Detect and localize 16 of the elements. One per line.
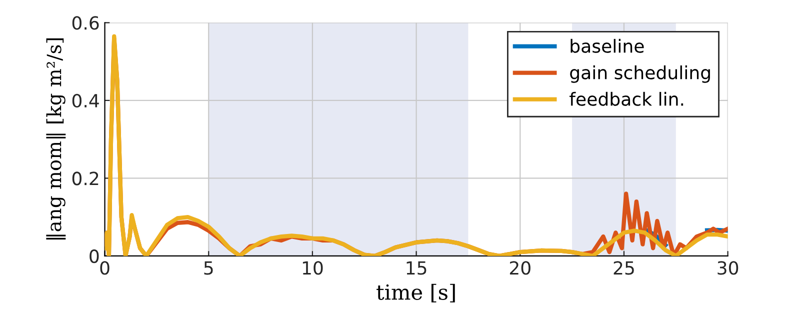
x-tick-label: 10 bbox=[302, 261, 323, 275]
y-tick-label: 0.4 bbox=[72, 94, 99, 108]
x-tick-label: 25 bbox=[614, 261, 634, 275]
x-tick-label: 5 bbox=[204, 261, 213, 275]
y-tick-label: 0 bbox=[90, 249, 99, 264]
x-tick-label: 0 bbox=[100, 261, 110, 275]
y-tick-label: 0.6 bbox=[72, 16, 99, 30]
y-tick-label: 0.2 bbox=[72, 172, 98, 186]
legend-label: feedback lin. bbox=[570, 92, 684, 106]
x-axis-title: time [s] bbox=[376, 284, 455, 302]
legend-label: baseline bbox=[570, 38, 644, 53]
y-axis-title: ‖ang mom‖ [kg m²/s] bbox=[46, 38, 66, 240]
x-tick-label: 30 bbox=[718, 261, 738, 275]
x-tick-label: 15 bbox=[406, 261, 426, 275]
x-tick-label: 20 bbox=[510, 261, 530, 275]
legend-label: gain scheduling bbox=[570, 65, 710, 83]
